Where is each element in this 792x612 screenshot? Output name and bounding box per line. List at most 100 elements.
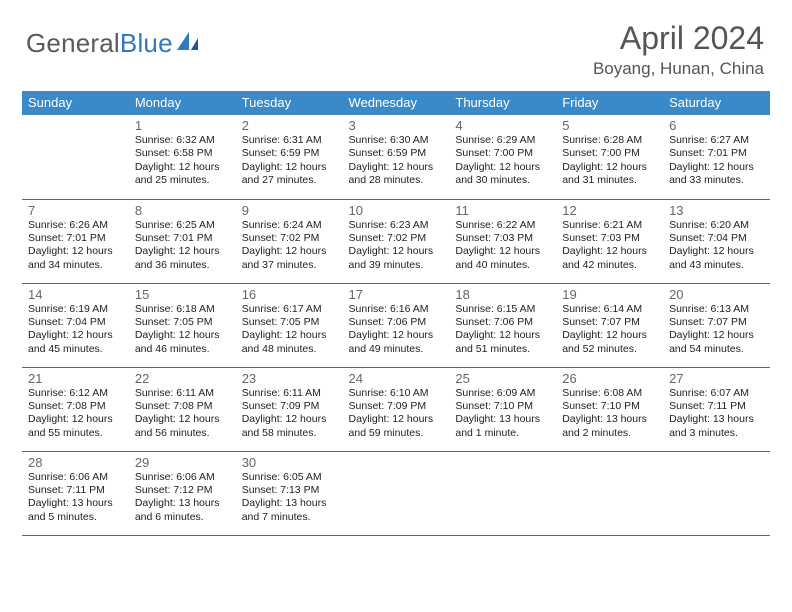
daylight-line: Daylight: 12 hours and 59 minutes. [349,413,447,440]
sunset-line: Sunset: 7:04 PM [28,316,126,329]
brand-part1: General [26,28,120,58]
day-number: 2 [242,118,340,134]
page-title: April 2024 [593,20,764,57]
calendar-cell: 18Sunrise: 6:15 AMSunset: 7:06 PMDayligh… [449,283,556,367]
sunrise-line: Sunrise: 6:14 AM [562,303,660,316]
day-number: 3 [349,118,447,134]
sunrise-line: Sunrise: 6:07 AM [669,387,767,400]
sunset-line: Sunset: 7:08 PM [28,400,126,413]
sunset-line: Sunset: 7:06 PM [455,316,553,329]
calendar-cell: 19Sunrise: 6:14 AMSunset: 7:07 PMDayligh… [556,283,663,367]
calendar-cell: 24Sunrise: 6:10 AMSunset: 7:09 PMDayligh… [343,367,450,451]
day-number: 1 [135,118,233,134]
calendar-cell: 9Sunrise: 6:24 AMSunset: 7:02 PMDaylight… [236,199,343,283]
daylight-line: Daylight: 13 hours and 6 minutes. [135,497,233,524]
sunset-line: Sunset: 7:10 PM [562,400,660,413]
sunset-line: Sunset: 7:10 PM [455,400,553,413]
daylight-line: Daylight: 13 hours and 3 minutes. [669,413,767,440]
day-number: 14 [28,287,126,303]
sunset-line: Sunset: 7:03 PM [455,232,553,245]
sunrise-line: Sunrise: 6:31 AM [242,134,340,147]
daylight-line: Daylight: 13 hours and 5 minutes. [28,497,126,524]
daylight-line: Daylight: 12 hours and 34 minutes. [28,245,126,272]
day-number: 30 [242,455,340,471]
calendar-cell: 7Sunrise: 6:26 AMSunset: 7:01 PMDaylight… [22,199,129,283]
calendar-week-row: 1Sunrise: 6:32 AMSunset: 6:58 PM Daylight… [22,115,770,199]
sunrise-line: Sunrise: 6:23 AM [349,219,447,232]
calendar-week-row: 21Sunrise: 6:12 AMSunset: 7:08 PMDayligh… [22,367,770,451]
day-number: 10 [349,203,447,219]
calendar-cell: 15Sunrise: 6:18 AMSunset: 7:05 PMDayligh… [129,283,236,367]
daylight-line: Daylight: 12 hours and 28 minutes. [349,161,447,188]
day-number: 20 [669,287,767,303]
sunrise-line: Sunrise: 6:08 AM [562,387,660,400]
day-number: 5 [562,118,660,134]
sunrise-line: Sunrise: 6:13 AM [669,303,767,316]
sunset-line: Sunset: 7:03 PM [562,232,660,245]
day-number: 12 [562,203,660,219]
calendar-cell: 20Sunrise: 6:13 AMSunset: 7:07 PMDayligh… [663,283,770,367]
day-number: 19 [562,287,660,303]
weekday-header: Thursday [449,91,556,115]
day-number: 11 [455,203,553,219]
day-number: 4 [455,118,553,134]
sunrise-line: Sunrise: 6:16 AM [349,303,447,316]
day-number: 22 [135,371,233,387]
sunrise-line: Sunrise: 6:30 AM [349,134,447,147]
location: Boyang, Hunan, China [593,59,764,79]
daylight-line: Daylight: 12 hours and 48 minutes. [242,329,340,356]
sunset-line: Sunset: 6:59 PM [349,147,447,160]
day-number: 8 [135,203,233,219]
sunrise-line: Sunrise: 6:06 AM [28,471,126,484]
daylight-line: Daylight: 12 hours and 36 minutes. [135,245,233,272]
daylight-line: Daylight: 12 hours and 43 minutes. [669,245,767,272]
calendar-cell: 25Sunrise: 6:09 AMSunset: 7:10 PMDayligh… [449,367,556,451]
day-number: 9 [242,203,340,219]
calendar-cell: 27Sunrise: 6:07 AMSunset: 7:11 PMDayligh… [663,367,770,451]
calendar-cell: 2Sunrise: 6:31 AMSunset: 6:59 PMDaylight… [236,115,343,199]
calendar-cell [556,451,663,535]
sunset-line: Sunset: 7:05 PM [135,316,233,329]
weekday-header: Monday [129,91,236,115]
calendar-cell: 5Sunrise: 6:28 AMSunset: 7:00 PMDaylight… [556,115,663,199]
sunrise-line: Sunrise: 6:18 AM [135,303,233,316]
day-number: 16 [242,287,340,303]
sunrise-line: Sunrise: 6:21 AM [562,219,660,232]
day-number: 27 [669,371,767,387]
daylight-line: Daylight: 12 hours and 56 minutes. [135,413,233,440]
sunset-line: Sunset: 6:58 PM [135,147,233,160]
daylight-line: Daylight: 12 hours and 30 minutes. [455,161,553,188]
calendar-cell [22,115,129,199]
day-number: 23 [242,371,340,387]
day-number: 13 [669,203,767,219]
title-block: April 2024 Boyang, Hunan, China [593,18,770,79]
header: GeneralBlue April 2024 Boyang, Hunan, Ch… [22,18,770,79]
sunrise-line: Sunrise: 6:05 AM [242,471,340,484]
sunset-line: Sunset: 7:08 PM [135,400,233,413]
daylight-line: Daylight: 12 hours and 42 minutes. [562,245,660,272]
calendar-week-row: 28Sunrise: 6:06 AMSunset: 7:11 PMDayligh… [22,451,770,535]
day-number: 15 [135,287,233,303]
daylight-line: Daylight: 13 hours and 7 minutes. [242,497,340,524]
day-number: 18 [455,287,553,303]
sunset-line: Sunset: 7:02 PM [349,232,447,245]
calendar-cell [343,451,450,535]
daylight-line: Daylight: 12 hours and 39 minutes. [349,245,447,272]
day-number: 29 [135,455,233,471]
sunset-line: Sunset: 7:09 PM [349,400,447,413]
calendar-table: SundayMondayTuesdayWednesdayThursdayFrid… [22,91,770,536]
sunrise-line: Sunrise: 6:06 AM [135,471,233,484]
brand-part2: Blue [120,28,173,58]
sunset-line: Sunset: 7:01 PM [28,232,126,245]
calendar-cell: 30Sunrise: 6:05 AMSunset: 7:13 PMDayligh… [236,451,343,535]
daylight-line: Daylight: 12 hours and 37 minutes. [242,245,340,272]
day-number: 7 [28,203,126,219]
calendar-cell: 6Sunrise: 6:27 AMSunset: 7:01 PMDaylight… [663,115,770,199]
sunrise-line: Sunrise: 6:28 AM [562,134,660,147]
daylight-line: Daylight: 12 hours and 49 minutes. [349,329,447,356]
daylight-line: Daylight: 12 hours and 55 minutes. [28,413,126,440]
daylight-line: Daylight: 12 hours and 52 minutes. [562,329,660,356]
sunrise-line: Sunrise: 6:25 AM [135,219,233,232]
sunset-line: Sunset: 7:00 PM [455,147,553,160]
sunrise-line: Sunrise: 6:32 AM [135,134,233,147]
